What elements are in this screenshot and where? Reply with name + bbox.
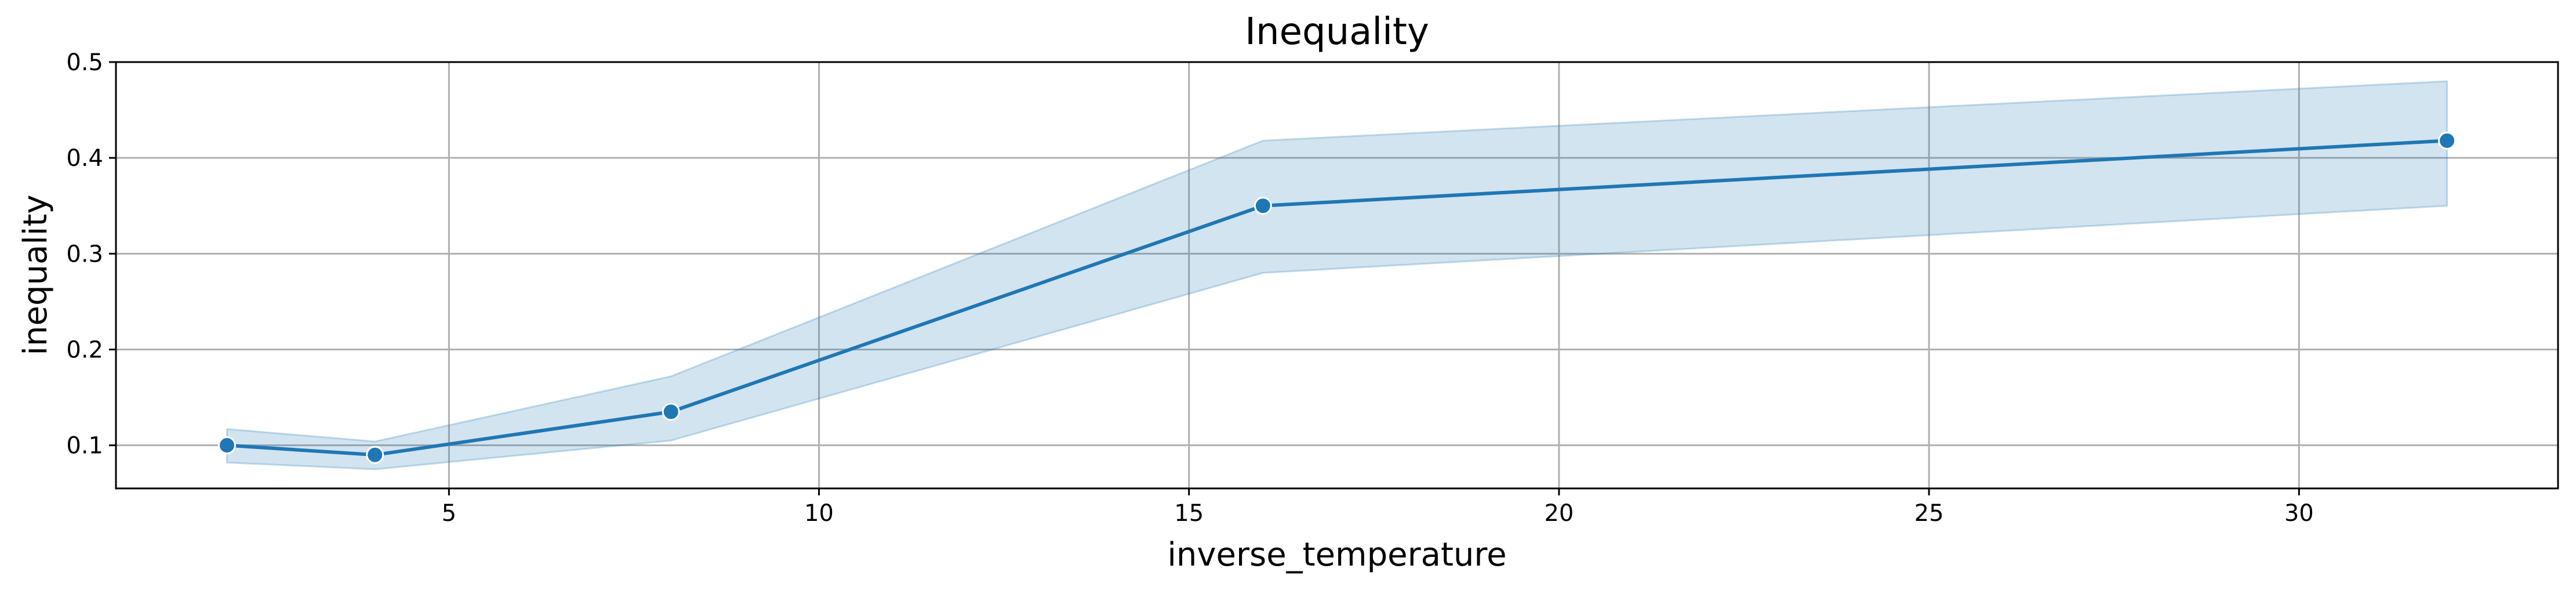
data-point-4 [2438,131,2457,150]
y-axis-ticks: 0.1 0.2 0.3 0.4 0.5 [66,49,116,459]
x-tick-label-5: 30 [2284,500,2314,527]
x-axis-label: inverse_temperature [1167,536,1506,574]
data-point-2 [662,403,680,421]
y-axis-label: inequality [17,194,55,355]
chart-title: Inequality [1245,10,1429,53]
data-points [217,131,2457,464]
y-tick-label-0: 0.1 [66,433,103,459]
y-tick-label-2: 0.3 [66,241,103,267]
x-tick-label-2: 15 [1174,500,1204,527]
y-tick-label-1: 0.2 [66,337,103,364]
plot-frame [115,61,2559,490]
confidence-band-area-0 [226,80,2448,470]
x-tick-label-0: 5 [442,500,456,527]
data-point-1 [366,446,384,464]
x-tick-label-1: 10 [804,500,834,527]
x-tick-label-4: 25 [1914,500,1944,527]
x-axis-ticks: 5 10 15 20 25 30 [442,488,2314,527]
confidence-band [226,80,2448,470]
y-tick-label-3: 0.4 [66,145,103,172]
data-point-0 [217,436,236,455]
x-tick-label-3: 20 [1544,500,1574,527]
y-tick-label-4: 0.5 [66,49,103,76]
data-point-3 [1254,197,1272,215]
